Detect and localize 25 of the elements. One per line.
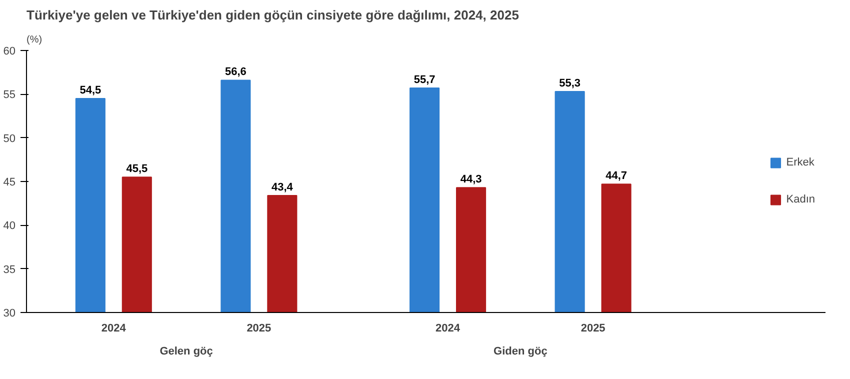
data-label: 43,4	[271, 181, 294, 194]
data-label: 55,3	[559, 78, 581, 90]
y-tick-label: 60	[3, 46, 16, 58]
legend-label: Kadın	[786, 194, 815, 206]
x-tick-label: 2025	[246, 322, 272, 334]
y-tick-label: 45	[3, 176, 16, 188]
x-tick-label: 2024	[436, 322, 461, 334]
text: Giden göç	[494, 346, 548, 358]
y-tick-label: 30	[3, 308, 16, 320]
chart-title: Türkiye'ye gelen ve Türkiye'den giden göçün cinsiyete göre dağılımı, 2024, 2025	[26, 8, 519, 22]
data-label: 54,5	[80, 84, 102, 97]
y-tick-label: 40	[3, 220, 16, 232]
data-label: 45,5	[126, 163, 148, 176]
y-axis-title: (%)	[26, 34, 42, 46]
text: Gelen göç	[160, 346, 213, 358]
x-tick-label: 2024	[101, 322, 127, 334]
y-tick-label: 35	[3, 264, 16, 276]
x-tick-label: 2025	[580, 322, 606, 334]
legend-label: Erkek	[786, 156, 814, 168]
data-label: 44,7	[606, 170, 628, 182]
y-tick-label: 50	[3, 132, 16, 145]
y-tick-label: 55	[3, 89, 16, 102]
data-label: 56,6	[224, 66, 246, 78]
data-label: 44,3	[460, 174, 482, 186]
data-label: 55,7	[414, 74, 436, 86]
